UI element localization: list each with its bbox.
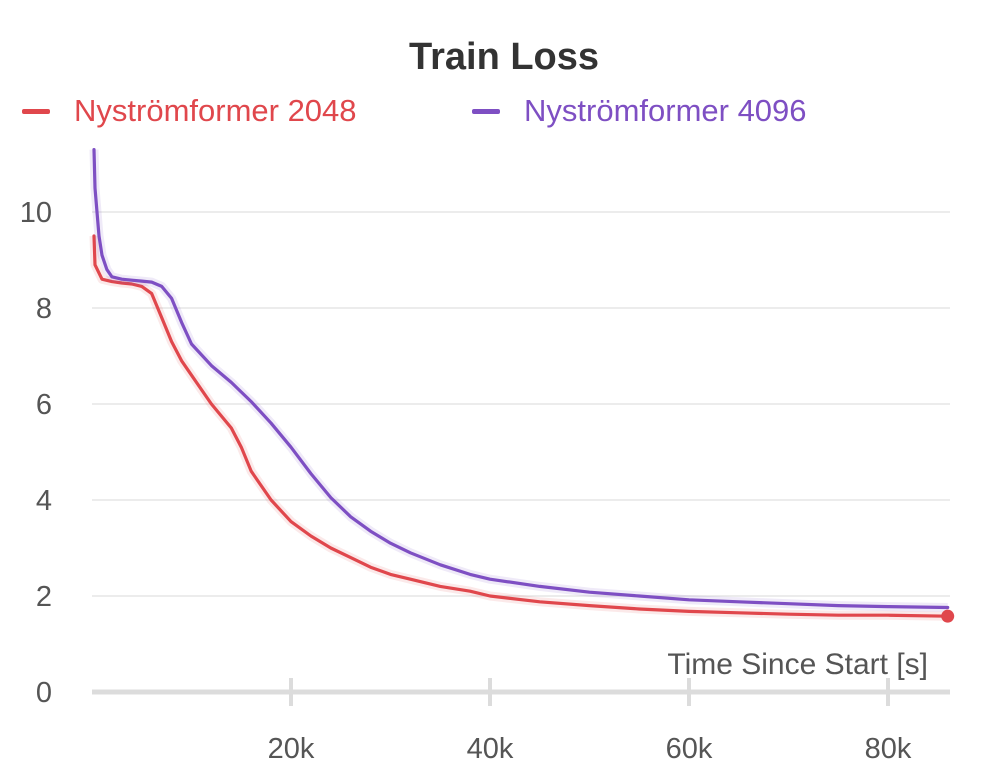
x-axis-label: Time Since Start [s] [667,648,928,681]
tick-labels: 0 2 4 6 8 10 20k 40k 60k 80k [20,197,912,765]
legend-label-series-1: Nyströmformer 2048 [74,93,357,128]
y-tick-label: 6 [36,389,52,421]
series-lines [89,148,955,623]
series-1-end-point[interactable] [941,609,955,623]
legend-swatch-series-1 [22,108,50,114]
y-tick-label: 2 [36,581,52,613]
legend-label-series-2: Nyströmformer 4096 [524,93,807,128]
series-line-1[interactable] [92,234,950,618]
gridlines [92,211,950,597]
y-tick-label: 8 [36,293,52,325]
series-halo-1 [89,235,948,621]
legend-swatch-series-2 [472,108,500,114]
y-tick-label: 4 [36,485,52,517]
y-tick-label: 10 [20,197,52,229]
legend-item-series-1[interactable]: Nyströmformer 2048 [22,93,357,129]
x-tick-label: 80k [865,733,912,765]
legend: Nyströmformer 2048 Nyströmformer 4096 [0,93,1008,137]
series-halo-2 [89,149,948,612]
series-line-2[interactable] [92,148,950,610]
chart-title: Train Loss [408,36,600,78]
y-tick-label: 0 [36,677,52,709]
x-tick-label: 20k [268,733,315,765]
x-tick-label: 40k [467,733,514,765]
x-tick-label: 60k [666,733,713,765]
axes [92,678,950,706]
legend-item-series-2[interactable]: Nyströmformer 4096 [472,93,807,129]
